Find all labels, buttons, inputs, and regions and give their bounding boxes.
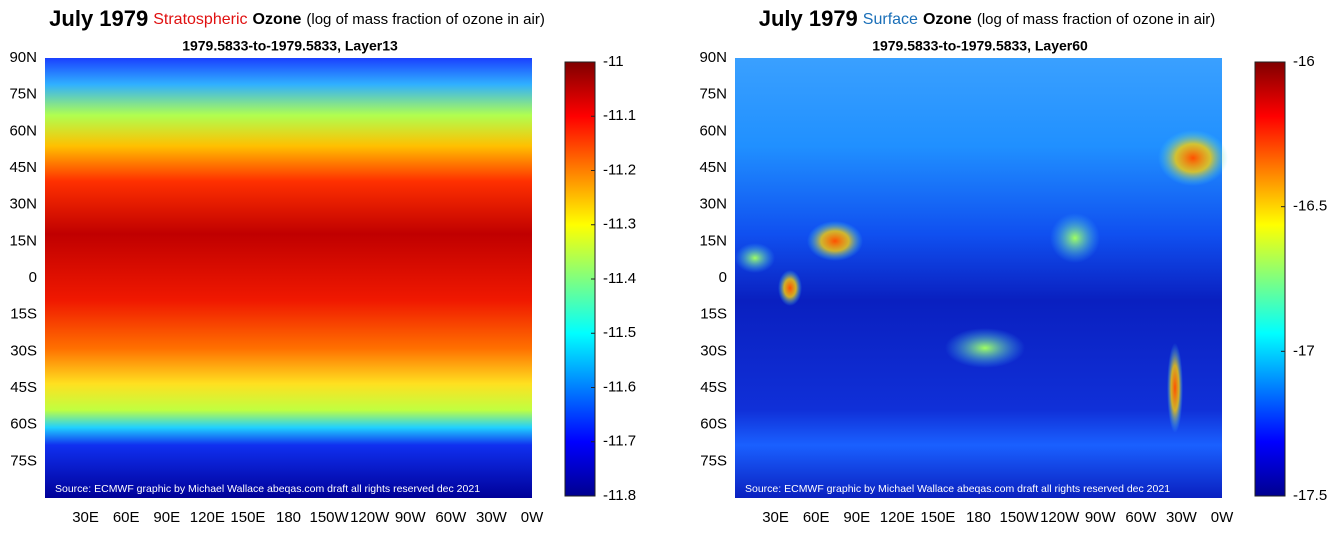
y-tick-label: 75S [700,452,727,469]
x-tick-label: 60W [1125,509,1157,526]
title-part: July 1979 [759,6,858,31]
x-tick-label: 30W [1166,509,1198,526]
x-tick-label: 90W [395,509,427,526]
y-tick-label: 0 [719,269,727,286]
colorbar-tick-label: -11.6 [603,378,636,395]
chart-subtitle: 1979.5833-to-1979.5833, Layer13 [182,38,398,54]
x-tick-label: 0W [521,509,544,526]
map-field [45,58,532,498]
x-tick-label: 60W [435,509,467,526]
y-tick-label: 30S [700,342,727,359]
y-tick-label: 45N [699,159,727,176]
y-tick-label: 0 [29,269,37,286]
title-part: (log of mass fraction of ozone in air) [977,11,1215,28]
y-tick-label: 30S [10,342,37,359]
y-tick-label: 30N [699,196,727,213]
y-tick-label: 75N [9,86,37,103]
y-tick-label: 45N [9,159,37,176]
y-tick-label: 45S [10,379,37,396]
x-tick-label: 120W [1040,509,1080,526]
map-blob [1050,213,1100,263]
y-tick-label: 15S [10,306,37,323]
y-tick-label: 15S [700,306,727,323]
x-tick-label: 90E [153,509,180,526]
y-tick-label: 90N [699,49,727,66]
colorbar [564,61,596,497]
colorbar-tick-label: -11.4 [603,270,636,287]
x-tick-label: 150E [920,509,955,526]
x-tick-label: 180 [276,509,301,526]
title-part: July 1979 [49,6,148,31]
x-tick-label: 150W [999,509,1039,526]
chart-title: July 1979 Stratospheric Ozone (log of mass … [49,6,545,31]
map-blob [807,221,863,261]
x-tick-label: 120E [880,509,915,526]
x-tick-label: 60E [803,509,830,526]
colorbar-tick-label: -11.1 [603,107,636,124]
y-tick-label: 75S [10,452,37,469]
y-tick-label: 60S [700,416,727,433]
colorbar [1254,61,1286,497]
y-tick-label: 15N [9,232,37,249]
x-tick-label: 120W [350,509,390,526]
colorbar-tick-label: -11.7 [603,433,636,450]
title-part: Ozone [923,11,972,28]
x-tick-label: 90E [843,509,870,526]
x-tick-label: 150W [309,509,349,526]
x-tick-label: 30W [476,509,508,526]
colorbar-tick-label: -17 [1293,342,1315,359]
x-tick-label: 30E [762,509,789,526]
y-tick-label: 60S [10,416,37,433]
x-tick-label: 0W [1211,509,1234,526]
colorbar-tick-label: -11.8 [603,487,636,504]
map-field [735,58,1222,498]
colorbar-tick-label: -11.2 [603,161,636,178]
title-part: (log of mass fraction of ozone in air) [306,11,544,28]
y-tick-label: 60N [9,122,37,139]
y-tick-label: 15N [699,232,727,249]
colorbar-tick-label: -11 [603,53,624,70]
y-tick-label: 60N [699,122,727,139]
map-blob [735,243,775,273]
y-tick-label: 90N [9,49,37,66]
colorbar-tick-label: -17.5 [1293,487,1327,504]
colorbar-tick-label: -16.5 [1293,198,1327,215]
y-tick-label: 30N [9,196,37,213]
chart-subtitle: 1979.5833-to-1979.5833, Layer60 [872,38,1088,54]
map-blob [945,328,1025,368]
x-tick-label: 150E [230,509,265,526]
y-tick-label: 75N [699,86,727,103]
colorbar-tick-label: -11.3 [603,216,636,233]
title-part: Surface [863,11,918,28]
title-part: Stratospheric [153,11,247,28]
map-panel: July 1979 Surface Ozone (log of mass fracti… [699,6,1327,526]
title-part: Ozone [253,11,302,28]
y-tick-label: 45S [700,379,727,396]
x-tick-label: 180 [966,509,991,526]
x-tick-label: 90W [1085,509,1117,526]
map-blob [778,270,802,306]
source-note: Source: ECMWF graphic by Michael Wallace… [55,483,480,495]
colorbar-tick-label: -16 [1293,53,1315,70]
x-tick-label: 30E [72,509,99,526]
colorbar-tick-label: -11.5 [603,324,636,341]
map-panel: July 1979 Stratospheric Ozone (log of mass … [9,6,636,526]
x-tick-label: 120E [190,509,225,526]
source-note: Source: ECMWF graphic by Michael Wallace… [745,483,1170,495]
chart-title: July 1979 Surface Ozone (log of mass fracti… [759,6,1216,31]
x-tick-label: 60E [113,509,140,526]
map-blob [1158,130,1228,186]
map-blob [1167,343,1183,433]
